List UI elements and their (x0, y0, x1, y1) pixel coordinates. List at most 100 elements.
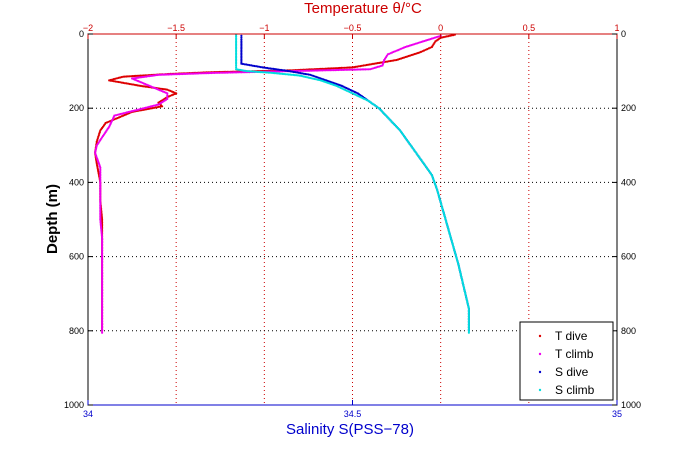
data-point (340, 68, 343, 71)
data-point (338, 68, 342, 71)
data-point (335, 67, 338, 70)
right-tick-label: 600 (621, 252, 636, 262)
data-point (395, 58, 398, 62)
data-point (187, 72, 191, 75)
data-point (213, 71, 216, 74)
data-point (101, 289, 104, 292)
data-point (142, 85, 146, 88)
data-point (126, 75, 130, 78)
data-point (100, 229, 103, 232)
data-point (308, 69, 311, 72)
data-point (278, 70, 281, 73)
data-point (351, 68, 354, 71)
data-point (276, 72, 279, 75)
data-point (218, 71, 221, 74)
data-point (99, 209, 102, 212)
data-point (137, 74, 141, 77)
data-point (101, 320, 104, 323)
data-point (99, 174, 102, 177)
legend-label-t-dive: T dive (555, 329, 588, 343)
data-point (101, 326, 104, 329)
data-point (101, 329, 104, 332)
data-point (332, 67, 335, 70)
data-point (280, 68, 283, 72)
data-point (224, 71, 227, 74)
data-point (289, 70, 292, 73)
data-point (148, 75, 151, 78)
data-point (362, 68, 365, 71)
series-t-climb (94, 34, 442, 334)
data-point (235, 37, 238, 40)
data-point (324, 69, 327, 72)
data-point (207, 72, 210, 75)
data-point (211, 71, 215, 74)
data-point (99, 179, 102, 182)
data-point (227, 71, 230, 74)
left-tick-label: 0 (79, 29, 84, 39)
data-point (123, 82, 127, 85)
data-point (302, 69, 305, 72)
data-point (300, 69, 303, 72)
legend-label-s-climb: S climb (555, 383, 595, 397)
data-point (390, 59, 393, 62)
data-point (259, 71, 262, 74)
top-tick-label: 0 (438, 23, 443, 33)
data-point (101, 274, 104, 277)
data-point (310, 69, 313, 72)
bottom-tick-label: 35 (612, 409, 622, 419)
data-point (467, 320, 470, 323)
data-point (349, 66, 352, 69)
data-point (334, 69, 337, 72)
data-point (100, 232, 103, 235)
data-point (178, 73, 181, 76)
data-point (101, 306, 104, 309)
data-point (305, 69, 308, 72)
data-point (277, 68, 280, 71)
data-point (319, 69, 322, 72)
data-point (99, 212, 102, 215)
data-point (284, 73, 287, 76)
left-tick-label: 800 (69, 326, 84, 336)
top-tick-label: −1.5 (167, 23, 185, 33)
data-point (163, 73, 166, 76)
data-point (194, 72, 197, 75)
data-point (229, 71, 232, 74)
left-tick-label: 1000 (64, 400, 84, 410)
data-point (270, 71, 273, 74)
data-point (299, 69, 302, 72)
data-point (359, 68, 362, 71)
data-point (305, 73, 308, 76)
data-point (134, 77, 137, 80)
data-point (171, 73, 175, 76)
data-point (353, 68, 356, 71)
data-point (345, 66, 348, 69)
data-point (99, 206, 102, 209)
data-point (173, 73, 176, 76)
data-point (342, 68, 345, 71)
data-point (243, 63, 246, 66)
data-point (109, 79, 112, 82)
data-point (245, 70, 248, 73)
data-point (268, 71, 272, 74)
data-point (364, 68, 367, 71)
data-point (192, 72, 195, 75)
legend-marker-t-dive (538, 334, 542, 338)
legend-marker-t-climb (538, 352, 542, 356)
data-point (467, 329, 470, 333)
data-point (166, 92, 169, 95)
series-s-climb (235, 33, 470, 334)
data-point (284, 69, 287, 72)
data-point (311, 69, 315, 72)
data-point (254, 70, 258, 73)
legend-label-t-climb: T climb (555, 347, 594, 361)
top-tick-label: −0.5 (344, 23, 362, 33)
data-point (101, 240, 104, 243)
data-point (99, 185, 102, 189)
data-point (179, 72, 183, 76)
data-point (365, 68, 369, 71)
data-point (101, 286, 104, 289)
data-point (341, 66, 345, 69)
data-point (248, 64, 251, 67)
data-point (263, 66, 266, 69)
